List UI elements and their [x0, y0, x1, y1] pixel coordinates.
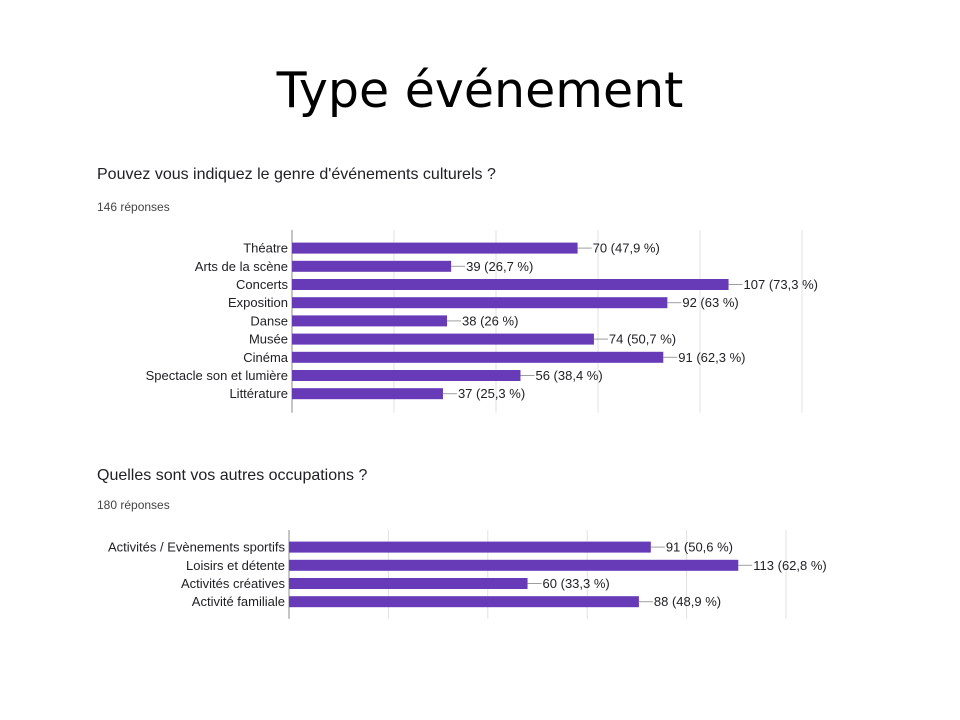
- response-count: 146 réponses: [97, 200, 170, 214]
- value-label: 92 (63 %): [682, 295, 738, 310]
- value-label: 91 (50,6 %): [666, 540, 733, 555]
- value-label: 37 (25,3 %): [458, 386, 525, 401]
- category-label: Activités créatives: [181, 576, 286, 591]
- bar: [289, 596, 639, 608]
- value-label: 113 (62,8 %): [753, 558, 826, 573]
- other-occupations-bar-chart: Activités / Evènements sportifs 91 (50,6 …: [108, 530, 827, 619]
- bar: [292, 333, 594, 345]
- bar: [292, 370, 521, 381]
- category-label: Loisirs et détente: [186, 558, 285, 573]
- category-label: Concerts: [236, 277, 289, 292]
- category-label: Littérature: [229, 386, 288, 401]
- value-label: 88 (48,9 %): [654, 594, 721, 609]
- bar: [292, 315, 448, 327]
- bar: [292, 388, 443, 400]
- bar: [292, 279, 729, 290]
- category-label: Arts de la scène: [195, 259, 288, 274]
- slide-title: Type événement: [276, 62, 684, 119]
- category-label: Activité familiale: [192, 594, 285, 609]
- value-label: 74 (50,7 %): [609, 332, 676, 347]
- value-label: 60 (33,3 %): [543, 576, 610, 591]
- bar: [292, 297, 668, 309]
- category-label: Musée: [249, 332, 288, 347]
- value-label: 91 (62,3 %): [678, 350, 745, 365]
- bar: [289, 578, 528, 589]
- response-count: 180 réponses: [97, 498, 170, 512]
- category-label: Activités / Evènements sportifs: [108, 540, 286, 555]
- value-label: 39 (26,7 %): [466, 259, 533, 274]
- value-label: 107 (73,3 %): [744, 277, 818, 292]
- chart-question: Pouvez vous indiquez le genre d'événemen…: [97, 166, 496, 183]
- category-label: Exposition: [228, 295, 288, 310]
- bar: [289, 541, 651, 553]
- cultural-events-bar-chart: Théatre 70 (47,9 %) Arts de la scène 39 (26…: [146, 230, 818, 413]
- category-label: Théatre: [243, 241, 288, 256]
- category-label: Danse: [250, 313, 288, 328]
- bar: [292, 260, 452, 272]
- value-label: 38 (26 %): [462, 313, 518, 328]
- value-label: 70 (47,9 %): [593, 241, 660, 256]
- bar: [292, 351, 664, 363]
- chart-question: Quelles sont vos autres occupations ?: [97, 467, 368, 484]
- category-label: Cinéma: [243, 350, 289, 365]
- bar: [292, 242, 578, 254]
- value-label: 56 (38,4 %): [535, 368, 602, 383]
- category-label: Spectacle son et lumière: [146, 368, 288, 383]
- bar: [289, 559, 739, 571]
